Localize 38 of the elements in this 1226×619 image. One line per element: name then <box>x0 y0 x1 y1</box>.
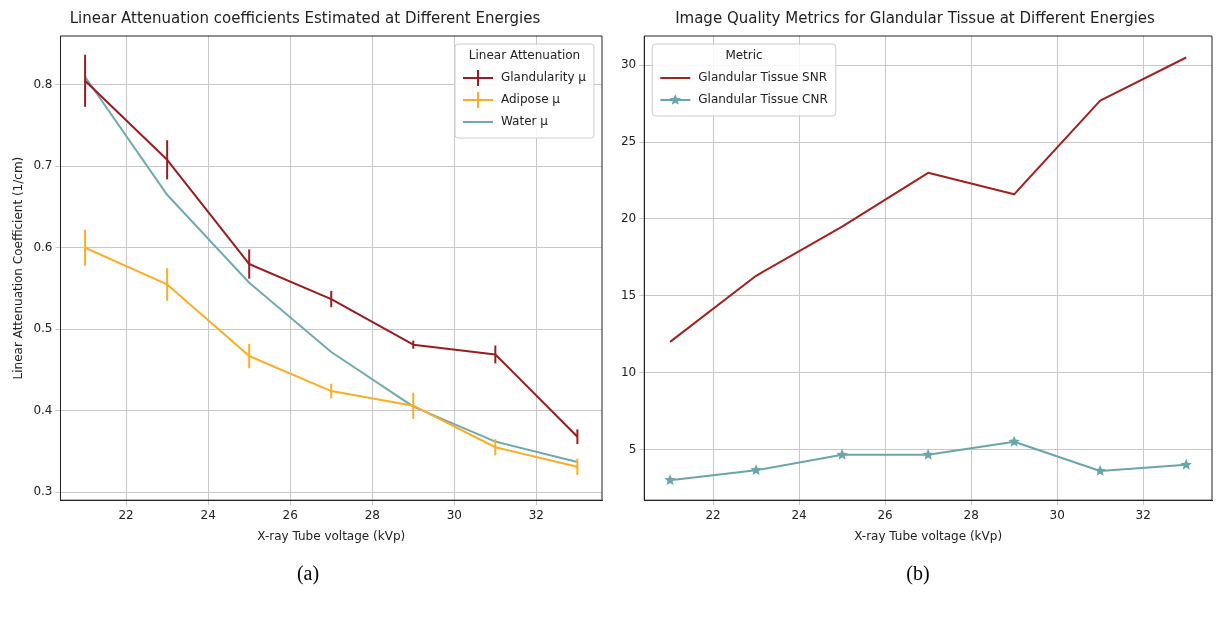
legend-label: Glandular Tissue CNR <box>698 92 828 107</box>
x-tick-label: 24 <box>200 507 216 522</box>
y-tick-label: 25 <box>620 134 637 149</box>
x-tick-label: 32 <box>1135 507 1151 522</box>
legend-label: Water μ <box>500 114 549 129</box>
y-tick-label: 15 <box>620 287 637 302</box>
x-axis-title: X-ray Tube voltage (kVp) <box>257 528 406 543</box>
y-tick-label: 20 <box>620 211 637 226</box>
text: (a) <box>295 562 321 585</box>
y-tick-label: 0.8 <box>33 76 53 91</box>
legend-label: Adipose μ <box>500 92 561 107</box>
x-tick-label: 26 <box>877 507 893 522</box>
x-tick-label: 24 <box>791 507 807 522</box>
y-tick-label: 5 <box>628 441 637 456</box>
y-tick-label: 0.5 <box>33 321 53 336</box>
y-axis-title: Linear Attenuation Coefficient (1/cm) <box>11 156 26 380</box>
y-tick-label: 0.7 <box>33 158 53 173</box>
x-tick-label: 26 <box>282 507 298 522</box>
y-tick-label: 0.6 <box>33 239 53 254</box>
legend-label: Glandular Tissue SNR <box>698 70 828 85</box>
x-tick-label: 30 <box>446 507 462 522</box>
y-tick-label: 30 <box>620 57 637 72</box>
chart-title: Linear Attenuation coefficients Estimated at Different Energies <box>69 8 541 27</box>
y-tick-label: 0.3 <box>33 484 53 499</box>
chart-title: Image Quality Metrics for Glandular Tissue at Different Energies <box>675 8 1156 27</box>
y-tick-label: 10 <box>620 364 637 379</box>
y-tick-label: 0.4 <box>33 402 53 417</box>
legend-title: Linear Attenuation <box>468 48 581 63</box>
legend-title: Metric <box>725 48 763 63</box>
x-axis-title: X-ray Tube voltage (kVp) <box>854 528 1003 543</box>
legend-label: Glandularity μ <box>500 70 587 85</box>
x-tick-label: 22 <box>705 507 721 522</box>
x-tick-label: 28 <box>963 507 979 522</box>
x-tick-label: 22 <box>118 507 134 522</box>
text: (b) <box>905 562 931 585</box>
x-tick-label: 32 <box>528 507 544 522</box>
x-tick-label: 28 <box>364 507 380 522</box>
x-tick-label: 30 <box>1049 507 1065 522</box>
